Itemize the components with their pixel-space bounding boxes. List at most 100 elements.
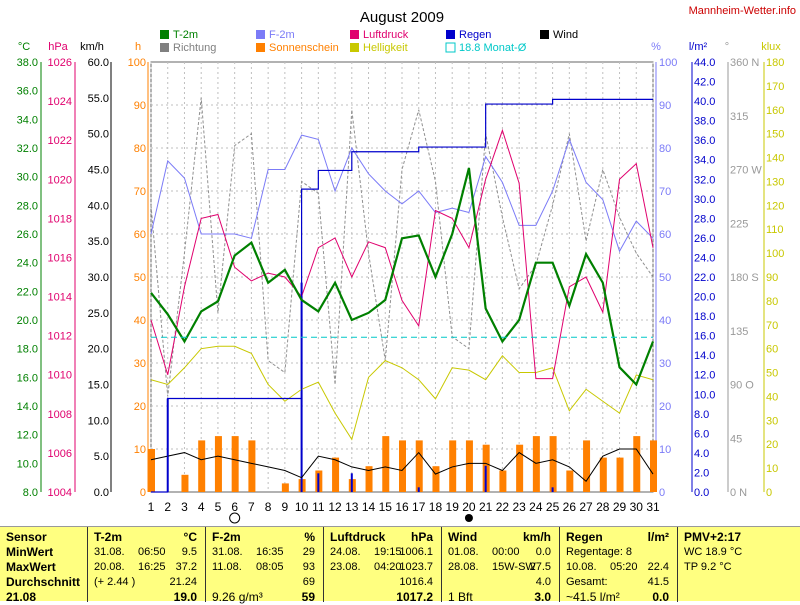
regen-total-value: 41.5	[647, 576, 669, 588]
sunshine-bar	[181, 474, 189, 492]
pressure-axis-tick-label: 1008	[48, 409, 72, 421]
humidity-axis-tick-label: 20	[659, 401, 671, 413]
brightness-series	[150, 345, 654, 441]
legend-swatch	[256, 30, 265, 39]
wind-max-value: 27.5	[529, 561, 551, 573]
direction-axis-tick-label: 135	[730, 326, 748, 338]
wind-min-time: 00:00	[492, 546, 520, 558]
x-tick-label: 8	[265, 500, 272, 514]
legend-label: T-2m	[173, 29, 198, 41]
wind-max-direction: 15W-SW	[492, 561, 536, 573]
legend-swatch	[256, 43, 265, 52]
site-link[interactable]: Mannheim-Wetter.info	[689, 5, 796, 17]
t2m-unit: °C	[183, 530, 197, 544]
sunshine-bar	[549, 436, 557, 492]
axis-unit-label: °C	[18, 41, 30, 53]
axis-unit-label: klux	[761, 41, 781, 53]
sun-axis-tick-label: 90	[134, 100, 146, 112]
luftdruck-min-date: 24.08.	[330, 546, 361, 558]
sunshine-bar	[599, 457, 607, 492]
temp-axis-tick-label: 26.0	[17, 229, 38, 241]
wind-axis-tick-label: 50.0	[88, 129, 109, 141]
legend-swatch	[446, 30, 455, 39]
x-tick-label: 2	[164, 500, 171, 514]
legend-swatch	[350, 30, 359, 39]
humidity-series	[150, 134, 654, 253]
rain-axis-tick-label: 12.0	[694, 370, 715, 382]
luftdruck-min-value: 1006.1	[399, 546, 433, 558]
sunshine-bar	[465, 440, 473, 492]
brightness-axis-tick-label: 140	[766, 153, 784, 165]
regen-current-value: 0.0	[652, 590, 669, 604]
rain-axis-tick-label: 34.0	[694, 155, 715, 167]
humidity-axis-tick-label: 60	[659, 229, 671, 241]
brightness-axis-tick-label: 50	[766, 368, 778, 380]
legend-label: Sonnenschein	[269, 42, 339, 54]
sunshine-bar	[214, 436, 222, 492]
brightness-axis-tick-label: 60	[766, 344, 778, 356]
t2m-header: T-2m	[94, 530, 123, 544]
luftdruck-current-value: 1017.2	[396, 590, 433, 604]
temp-axis-tick-label: 28.0	[17, 200, 38, 212]
humidity-axis-tick-label: 10	[659, 444, 671, 456]
temp-axis-tick-label: 16.0	[17, 372, 38, 384]
x-tick-label: 1	[148, 500, 155, 514]
rain-axis-tick-label: 32.0	[694, 174, 715, 186]
luftdruck-header: Luftdruck	[330, 530, 386, 544]
x-tick-label: 13	[345, 500, 359, 514]
temp-axis-tick-label: 30.0	[17, 172, 38, 184]
x-tick-label: 30	[630, 500, 644, 514]
sunshine-bar	[399, 440, 406, 492]
pressure-axis-tick-label: 1006	[48, 448, 72, 460]
wind-axis-tick-label: 20.0	[88, 344, 109, 356]
legend-label: Richtung	[173, 42, 216, 54]
sun-axis-tick-label: 10	[134, 444, 146, 456]
pressure-axis-tick-label: 1020	[48, 174, 72, 186]
luftdruck-min-time: 19:15	[374, 546, 402, 558]
pressure-axis-tick-label: 1004	[48, 487, 72, 499]
sunshine-bar	[583, 440, 591, 492]
temp-axis-tick-label: 12.0	[17, 430, 38, 442]
temp-axis-tick-label: 20.0	[17, 315, 38, 327]
x-tick-label: 4	[198, 500, 205, 514]
sunshine-bar	[231, 436, 239, 492]
legend-label: F-2m	[269, 29, 295, 41]
rain-axis-tick-label: 4.0	[694, 448, 709, 460]
luftdruck-unit: hPa	[410, 530, 433, 544]
rain-axis-tick-label: 6.0	[694, 428, 709, 440]
pressure-axis-tick-label: 1022	[48, 135, 72, 147]
brightness-axis-tick-label: 70	[766, 320, 778, 332]
temp-axis-tick-label: 18.0	[17, 344, 38, 356]
sun-axis-tick-label: 100	[128, 57, 146, 69]
rain-bar	[350, 473, 353, 492]
sun-axis-tick-label: 60	[134, 229, 146, 241]
brightness-axis-tick-label: 80	[766, 296, 778, 308]
sunshine-bar	[148, 449, 155, 492]
x-axis-ticks: 1 2 3 4 5 6 7 8 9 10 11 12 13 14 15 16 17 18 19 20 21 22 23 24 2…	[148, 500, 660, 514]
statistics-table: Sensor MinWert MaxWert Durchschnitt 21.0…	[0, 526, 800, 604]
rain-axis-tick-label: 28.0	[694, 213, 715, 225]
direction-axis-tick-label: 360 N	[730, 57, 759, 69]
regen-month-sum: ~41.5 l/m²	[566, 590, 620, 604]
pressure-axis-tick-label: 1026	[48, 57, 72, 69]
brightness-axis-tick-label: 40	[766, 391, 778, 403]
rain-axis-tick-label: 22.0	[694, 272, 715, 284]
wind-min-value: 0.0	[535, 546, 551, 558]
minwert-label: MinWert	[6, 545, 54, 559]
sun-axis-tick-label: 50	[134, 272, 146, 284]
legend-label: 18.8 Monat-Ø	[459, 42, 527, 54]
wind-min-date: 01.08.	[448, 546, 479, 558]
wind-axis-tick-label: 55.0	[88, 93, 109, 105]
pressure-axis-tick-label: 1024	[48, 96, 72, 108]
humidity-axis-tick-label: 40	[659, 315, 671, 327]
sun-axis-tick-label: 0	[140, 487, 146, 499]
f2m-absolute-humidity: 9.26 g/m³	[212, 590, 263, 604]
wind-beaufort: 1 Bft	[448, 590, 473, 604]
t2m-current-value: 19.0	[173, 590, 197, 604]
legend-label: Helligkeit	[363, 42, 408, 54]
axis-unit-labels: °C hPa km/h h% l/m² ° klux	[18, 41, 781, 53]
x-tick-label: 26	[563, 500, 577, 514]
x-tick-label: 20	[462, 500, 476, 514]
direction-axis-tick-label: 270 W	[730, 165, 762, 177]
